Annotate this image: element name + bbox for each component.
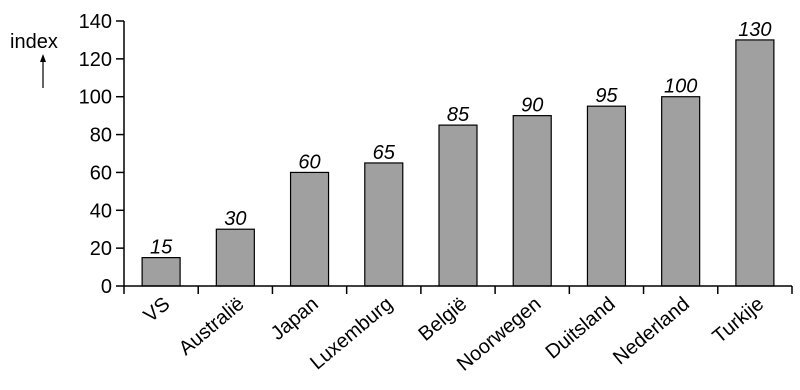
y-axis: 0 20 40 60 80 100 120 140 <box>79 11 125 298</box>
category-label: Duitsland <box>542 293 620 363</box>
category-label: Turkije <box>709 293 769 348</box>
bar <box>289 171 330 287</box>
y-tick-label: 140 <box>79 11 112 33</box>
category-label: België <box>414 293 471 346</box>
category-label: Nederland <box>609 293 694 369</box>
category-label: Luxemburg <box>306 293 397 374</box>
y-tick-label: 40 <box>90 200 112 222</box>
bar <box>586 105 627 287</box>
data-label: 130 <box>738 19 771 41</box>
category-label: Australië <box>175 293 249 360</box>
bar <box>438 124 478 287</box>
data-label: 85 <box>447 104 470 126</box>
bar <box>735 39 775 287</box>
data-label: 65 <box>373 142 396 164</box>
y-tick-label: 100 <box>79 87 112 109</box>
bar <box>512 115 552 287</box>
y-tick-label: 80 <box>90 125 112 147</box>
bars: 15 30 60 65 85 90 95 100 130 <box>141 19 775 287</box>
bar <box>141 257 181 287</box>
y-tick-label: 120 <box>79 49 112 71</box>
data-label: 95 <box>595 85 618 107</box>
data-label: 60 <box>298 151 320 173</box>
bar <box>364 162 404 287</box>
y-tick-label: 20 <box>90 238 112 260</box>
category-label: Japan <box>267 293 323 345</box>
data-label: 100 <box>664 76 697 98</box>
category-label: VS <box>140 293 175 327</box>
y-axis-arrow-icon <box>40 54 46 88</box>
y-tick-label: 0 <box>101 276 112 298</box>
data-label: 15 <box>150 237 173 259</box>
y-axis-label: index <box>10 31 58 53</box>
data-label: 90 <box>521 95 543 117</box>
data-label: 30 <box>224 208 246 230</box>
y-tick-label: 60 <box>90 162 112 184</box>
bar <box>661 96 701 287</box>
bar <box>215 228 255 287</box>
